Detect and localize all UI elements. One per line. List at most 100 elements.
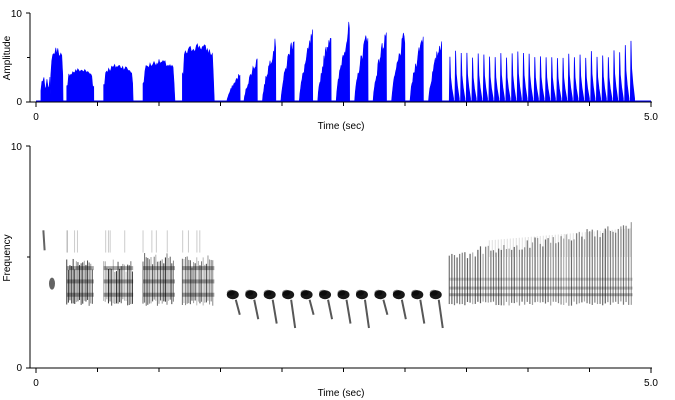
spectrogram-note-halo <box>319 289 328 296</box>
waveform-pulse <box>448 56 454 103</box>
spectrogram-harmonic <box>182 266 215 271</box>
spectrogram-note-tail <box>345 299 352 324</box>
spectrogram-x-tick-label-5: 5.0 <box>644 378 658 389</box>
waveform-pulse <box>545 57 551 103</box>
waveform-x-tick-label-0: 0 <box>33 112 39 123</box>
waveform-pulse <box>584 57 590 103</box>
spectrogram-y-tick-label-10: 10 <box>11 142 23 153</box>
spectrogram-note-halo <box>263 289 272 296</box>
spectrogram-note-halo <box>245 289 254 296</box>
waveform-pulse <box>533 57 539 103</box>
spectrogram-harmonic <box>143 266 175 271</box>
spectrogram-x-tick-label-0: 0 <box>33 378 39 389</box>
spectrogram-harmonic <box>66 266 94 271</box>
waveform-pulse <box>629 40 635 103</box>
spectrogram-note-tail <box>234 299 241 315</box>
waveform-pulse <box>516 51 522 103</box>
spectrogram-note-halo <box>429 289 438 296</box>
waveform-pulse <box>567 53 573 103</box>
spectrogram-trill-harmonic <box>449 277 633 281</box>
waveform-syllable <box>409 36 424 103</box>
waveform-pulse <box>550 57 556 103</box>
spectrogram-x-ticks <box>35 368 652 373</box>
waveform-pulse <box>499 53 505 103</box>
spectrogram-note-halo <box>392 289 401 296</box>
spectrogram-note-tail <box>253 299 260 320</box>
spectrogram-harmonic <box>103 266 134 271</box>
waveform-syllable <box>372 32 387 103</box>
spectrogram-y-axis-label: Frequency <box>2 234 13 281</box>
spectrogram-y-ticks <box>26 145 30 369</box>
waveform-x-axis-label: Time (sec) <box>318 121 365 132</box>
waveform-syllable <box>261 38 277 103</box>
waveform-syllable <box>280 41 295 103</box>
waveform-pulse <box>612 50 619 103</box>
spectrogram-note-tail <box>308 299 315 315</box>
spectrogram-harmonic <box>103 292 134 297</box>
waveform-syllable <box>354 35 369 103</box>
spectrogram-note-tail <box>327 299 334 320</box>
spectrogram-note-halo <box>374 289 383 296</box>
spectrogram-note-tail <box>271 299 278 324</box>
spectrogram-x-axis-label: Time (sec) <box>318 388 365 399</box>
spectrogram-note-tail <box>437 299 444 329</box>
waveform-x-ticks <box>35 102 652 107</box>
waveform-pulse <box>454 50 460 103</box>
waveform-syllable <box>317 37 332 103</box>
waveform-phrase <box>142 59 176 103</box>
waveform-pulse <box>494 57 500 103</box>
spectrogram-onset <box>42 230 46 251</box>
spectrogram-harmonic <box>143 279 175 284</box>
waveform-pulse <box>562 57 568 103</box>
waveform-pulse <box>471 57 477 103</box>
waveform-phrase <box>40 77 52 103</box>
spectrogram-note-halo <box>411 289 420 296</box>
spectrogram-panel: 10 0 0 5.0 Time (sec) Frequency <box>2 142 658 399</box>
waveform-y-tick-label-10: 10 <box>11 9 23 20</box>
waveform-syllable <box>335 21 350 103</box>
waveform-pulse <box>505 57 511 103</box>
spectrogram-trill-harmonic <box>449 293 633 297</box>
waveform-pulse <box>556 58 562 103</box>
waveform-trace <box>36 21 651 103</box>
waveform-y-axis-label: Amplitude <box>2 35 13 80</box>
waveform-syllable <box>428 41 443 103</box>
waveform-pulse <box>511 53 517 103</box>
waveform-y-tick-label-0: 0 <box>16 97 22 108</box>
waveform-syllable <box>298 29 314 103</box>
waveform-phrase <box>50 47 64 103</box>
spectrogram-note-tail <box>382 299 389 315</box>
waveform-x-tick-label-5: 5.0 <box>644 112 658 123</box>
waveform-pulse <box>477 53 483 103</box>
waveform-pulse <box>579 54 585 103</box>
spectrogram-note-halo <box>300 289 309 296</box>
waveform-pulse <box>618 52 624 103</box>
spectrogram-note-tail <box>400 299 407 320</box>
spectrogram-harmonic <box>182 279 215 284</box>
waveform-pulse <box>482 54 488 103</box>
spectrogram-onset-note <box>48 277 55 290</box>
waveform-pulse <box>465 52 471 103</box>
spectrogram-note-halo <box>226 289 235 296</box>
waveform-panel: 10 0 0 5.0 Time (sec) Amplitude <box>2 9 658 132</box>
waveform-pulse <box>601 55 607 103</box>
spectrogram-note-tail <box>290 299 297 329</box>
waveform-pulse <box>590 51 596 103</box>
waveform-pulse <box>624 45 630 103</box>
waveform-pulse <box>460 53 466 103</box>
waveform-pulse <box>488 56 494 103</box>
waveform-pulse <box>539 56 545 103</box>
waveform-phrase <box>182 43 215 103</box>
waveform-syllable <box>226 74 241 103</box>
waveform-syllable <box>391 32 406 103</box>
waveform-pulse <box>607 57 613 103</box>
waveform-phrase <box>66 68 95 103</box>
waveform-pulse <box>573 57 579 103</box>
spectrogram-harmonic <box>66 292 94 297</box>
spectrogram-y-tick-label-0: 0 <box>16 363 22 374</box>
spectrogram-note-halo <box>282 289 291 296</box>
spectrogram-note-tail <box>419 299 426 324</box>
waveform-pulse <box>528 53 534 103</box>
waveform-syllable <box>243 58 258 103</box>
